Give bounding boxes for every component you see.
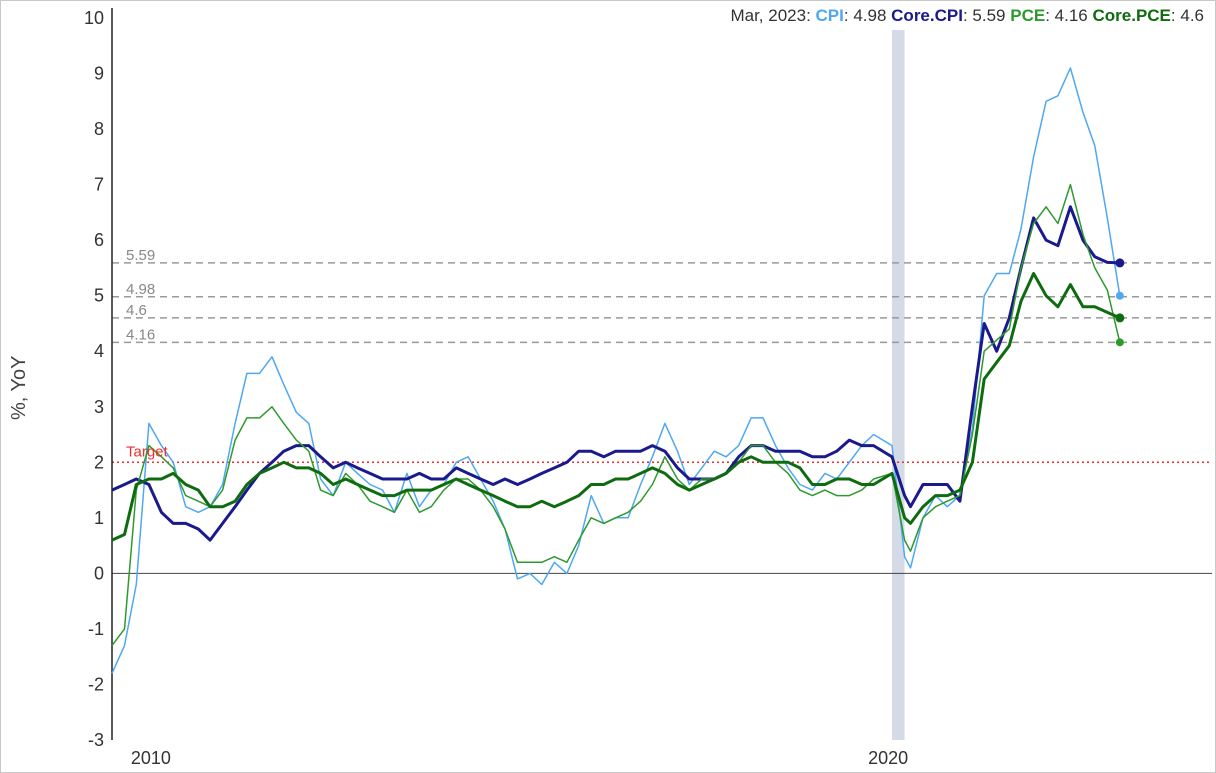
y-tick-label: -1 xyxy=(88,619,104,639)
legend-core-cpi-name: Core.CPI xyxy=(891,6,963,25)
y-tick-label: 2 xyxy=(94,452,104,472)
y-tick-label: 7 xyxy=(94,175,104,195)
y-tick-label: 3 xyxy=(94,397,104,417)
reference-line-label: 5.59 xyxy=(126,247,155,264)
series-line-core-pce xyxy=(112,274,1120,541)
x-tick-label: 2020 xyxy=(868,748,908,768)
series-endpoint-core-cpi xyxy=(1115,258,1124,267)
series-endpoint-cpi xyxy=(1116,292,1124,300)
legend-core-pce-name: Core.PCE xyxy=(1092,6,1170,25)
y-axis-label: %, YoY xyxy=(8,355,31,420)
recession-band xyxy=(892,30,905,740)
series-endpoint-core-pce xyxy=(1115,313,1124,322)
x-tick-label: 2010 xyxy=(131,748,171,768)
y-tick-label: 5 xyxy=(94,286,104,306)
y-tick-label: 4 xyxy=(94,341,104,361)
y-tick-label: 6 xyxy=(94,230,104,250)
series-line-cpi xyxy=(112,68,1120,673)
reference-line-label: 4.16 xyxy=(126,326,155,343)
series-line-core-cpi xyxy=(112,207,1120,540)
reference-line-label: 4.98 xyxy=(126,281,155,298)
reference-line-label: 4.6 xyxy=(126,302,147,319)
legend-core-pce-value: 4.6 xyxy=(1180,6,1204,25)
y-tick-label: 1 xyxy=(94,508,104,528)
y-tick-label: -2 xyxy=(88,674,104,694)
y-tick-label: 8 xyxy=(94,119,104,139)
legend-pce-value: 4.16 xyxy=(1055,6,1088,25)
series-endpoint-pce xyxy=(1116,338,1124,346)
legend-core-cpi-value: 5.59 xyxy=(972,6,1005,25)
y-tick-label: 9 xyxy=(94,64,104,84)
target-line-label: Target xyxy=(126,443,169,460)
y-tick-label: 0 xyxy=(94,563,104,583)
series-line-pce xyxy=(112,185,1120,646)
chart-legend: Mar, 2023: CPI: 4.98 Core.CPI: 5.59 PCE:… xyxy=(730,6,1204,26)
legend-pce-name: PCE xyxy=(1010,6,1045,25)
legend-date: Mar, 2023 xyxy=(730,6,806,25)
legend-cpi-value: 4.98 xyxy=(853,6,886,25)
y-tick-label: -3 xyxy=(88,730,104,750)
legend-cpi-name: CPI xyxy=(816,6,844,25)
y-tick-label: 10 xyxy=(84,8,104,28)
